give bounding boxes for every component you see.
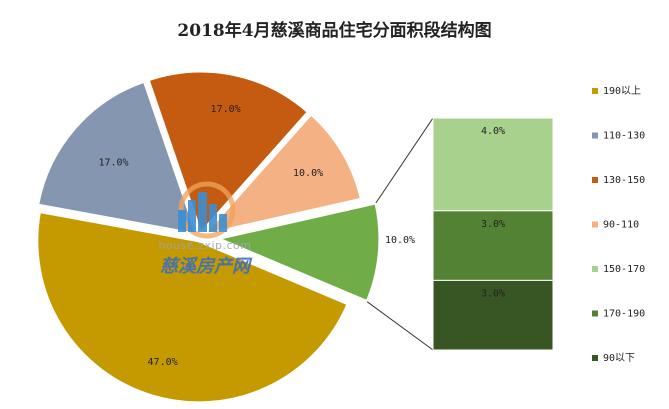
- building-logo-icon: [178, 181, 236, 239]
- watermark-url: house.zxip.com: [159, 239, 252, 252]
- legend-label: 90-110: [603, 220, 639, 231]
- breakdown-bar: [432, 117, 554, 351]
- legend-label: 150-170: [603, 264, 645, 275]
- pie-slices: [35, 69, 382, 405]
- pie-slice-other: [213, 201, 382, 304]
- legend-label: 130-150: [603, 175, 645, 186]
- slice-label: 17.0%: [211, 104, 241, 115]
- legend-swatch: [592, 355, 598, 361]
- watermark-name: 慈溪房产网: [160, 256, 253, 277]
- legend-label: 110-130: [603, 131, 645, 142]
- pie-slice-190以上: [35, 209, 351, 405]
- legend-label: 170-190: [603, 309, 645, 320]
- slice-label: 10.0%: [385, 235, 415, 246]
- legend-swatch: [592, 177, 598, 183]
- connector-line-top: [375, 117, 434, 204]
- data-labels: 47.0% 17.0% 17.0% 10.0% 10.0% 4.0% 3.0% 3.0%: [98, 104, 505, 368]
- legend: 190以上 110-130 130-150 90-110 150-170 170-190 9…: [592, 85, 645, 364]
- slice-label: 10.0%: [293, 168, 323, 179]
- connector-line-bottom: [366, 301, 434, 351]
- pie-slice-110-130: [35, 79, 200, 237]
- pie-slice-90-110: [199, 111, 364, 238]
- bar-segment-150-170: [432, 117, 554, 212]
- bar-segment-label: 3.0%: [481, 219, 505, 230]
- watermark: house.zxip.com 慈溪房产网: [159, 181, 253, 277]
- legend-label: 90以下: [603, 353, 635, 364]
- connector-lines: [366, 117, 434, 351]
- slice-label: 17.0%: [98, 158, 128, 169]
- legend-swatch: [592, 132, 598, 139]
- legend-swatch: [592, 88, 598, 94]
- chart-title: 2018年4月慈溪商品住宅分面积段结构图: [177, 21, 492, 41]
- bar-segment-170-190: [432, 210, 554, 281]
- bar-segment-90以下: [432, 279, 554, 351]
- legend-swatch: [592, 266, 598, 272]
- legend-swatch: [592, 221, 598, 228]
- bar-segment-label: 3.0%: [481, 288, 505, 299]
- legend-label: 190以上: [603, 85, 641, 97]
- legend-swatch: [592, 310, 598, 317]
- slice-label: 47.0%: [148, 357, 178, 368]
- bar-segment-label: 4.0%: [481, 126, 505, 137]
